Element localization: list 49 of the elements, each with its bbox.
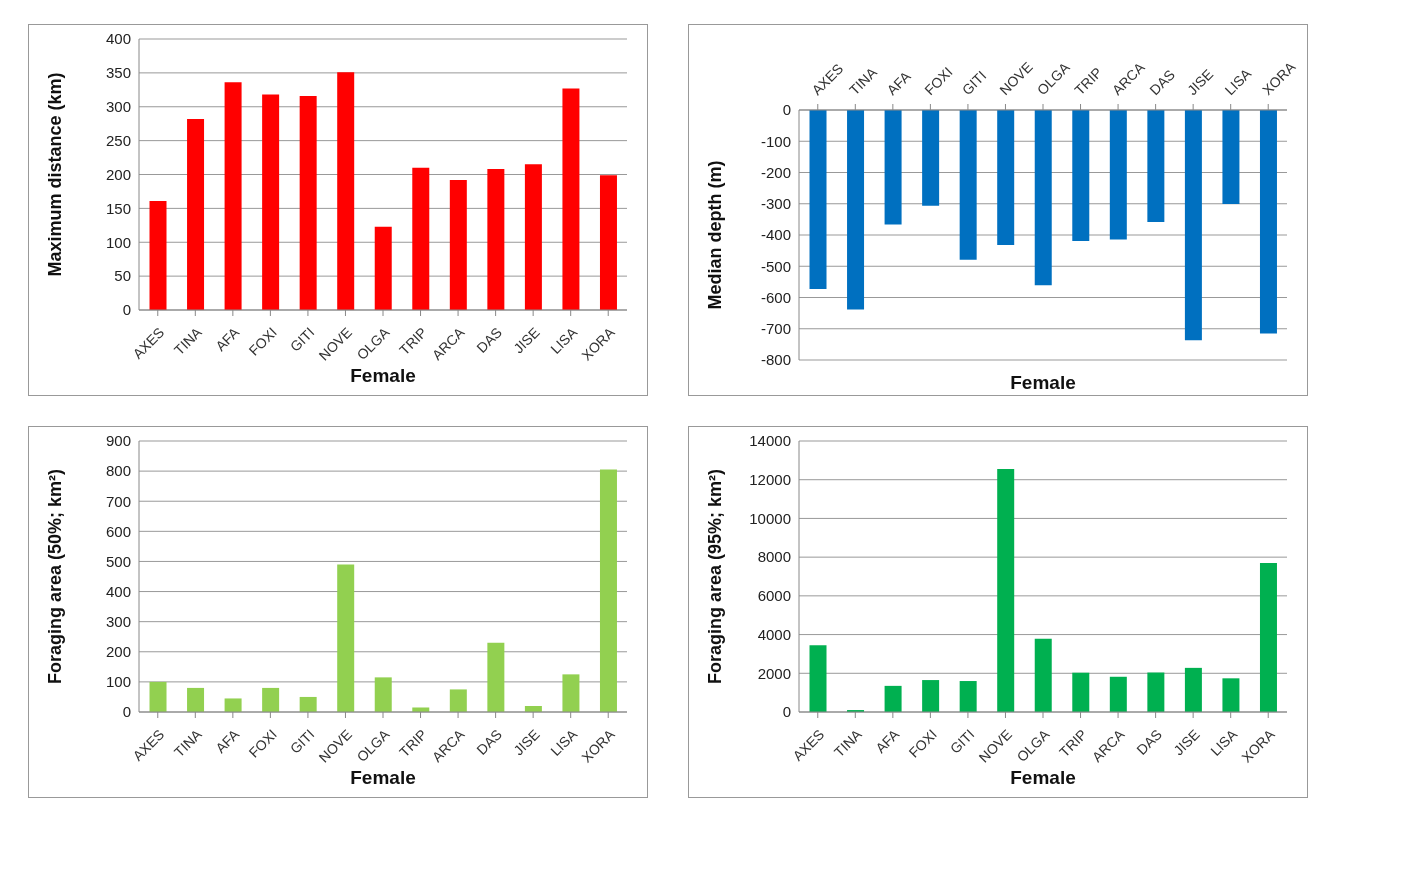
x-axis-title: Female — [350, 767, 416, 788]
x-tick-label: AFA — [212, 323, 243, 355]
y-tick-label: 0 — [122, 703, 131, 721]
y-tick-label: 100 — [105, 673, 131, 691]
y-tick-label: 2000 — [757, 664, 791, 682]
y-tick-label: 100 — [105, 233, 131, 251]
y-axis-title: Maximum distance (km) — [45, 72, 66, 277]
y-tick-label: -300 — [760, 195, 791, 213]
x-axis-title: Female — [1010, 372, 1076, 393]
y-tick-label: 14000 — [749, 432, 791, 450]
y-tick-label: 700 — [105, 492, 131, 510]
y-tick-label: 250 — [105, 131, 131, 149]
y-tick-label: 500 — [105, 552, 131, 570]
y-tick-label: -800 — [760, 351, 791, 369]
y-tick-label: 600 — [105, 522, 131, 540]
y-tick-label: -700 — [760, 320, 791, 338]
y-tick-label: 200 — [105, 643, 131, 661]
y-tick-label: 300 — [105, 612, 131, 630]
y-tick-label: 800 — [105, 462, 131, 480]
y-tick-label: 350 — [105, 64, 131, 82]
y-tick-label: -400 — [760, 226, 791, 244]
y-tick-label: 0 — [782, 101, 791, 119]
y-tick-label: 300 — [105, 98, 131, 116]
x-tick-label: AFA — [883, 67, 915, 99]
y-axis-title: Median depth (m) — [705, 160, 726, 310]
y-tick-label: 50 — [114, 267, 131, 285]
y-tick-label: -100 — [760, 132, 791, 150]
x-tick-label: AFA — [212, 725, 243, 757]
y-tick-label: 0 — [782, 703, 791, 721]
y-tick-label: 12000 — [749, 471, 791, 489]
x-axis-title: Female — [1010, 767, 1076, 788]
y-tick-label: -500 — [760, 257, 791, 275]
y-tick-label: 10000 — [749, 509, 791, 527]
y-tick-label: 400 — [105, 30, 131, 48]
y-axis-title: Foraging area (50%; km²) — [45, 468, 66, 685]
y-tick-label: 900 — [105, 432, 131, 450]
x-tick-label: AFA — [872, 725, 903, 757]
y-tick-label: -200 — [760, 163, 791, 181]
y-tick-label: 6000 — [757, 587, 791, 605]
y-tick-label: 0 — [122, 301, 131, 319]
y-tick-label: 200 — [105, 165, 131, 183]
y-tick-label: -600 — [760, 288, 791, 306]
x-tick-label: GITI — [958, 67, 990, 99]
y-tick-label: 400 — [105, 582, 131, 600]
y-tick-label: 4000 — [757, 625, 791, 643]
y-tick-label: 150 — [105, 199, 131, 217]
x-axis-title: Female — [350, 365, 416, 386]
y-tick-label: 8000 — [757, 548, 791, 566]
y-axis-title: Foraging area (95%; km²) — [705, 468, 726, 685]
